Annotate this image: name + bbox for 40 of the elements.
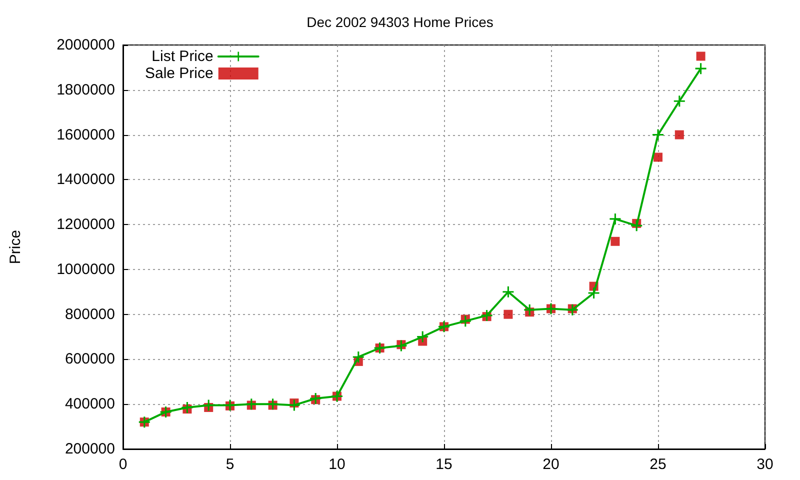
y-tick-label: 1400000 <box>56 171 115 188</box>
y-tick-label: 1600000 <box>56 126 115 144</box>
x-tick-label: 20 <box>542 456 560 473</box>
y-tick-label: 800000 <box>64 306 115 323</box>
point <box>610 213 621 224</box>
y-tick-label: 1000000 <box>56 260 115 278</box>
point <box>352 351 364 362</box>
x-tick-label: 5 <box>226 456 234 473</box>
legend-label: List Price <box>152 48 214 65</box>
point <box>588 288 600 299</box>
point <box>504 310 513 319</box>
y-tick-label: 2000000 <box>56 36 115 54</box>
point <box>481 310 492 321</box>
x-tick-label: 25 <box>650 456 666 473</box>
point <box>654 152 662 162</box>
point <box>182 402 193 413</box>
point <box>674 96 685 107</box>
y-tick-label: 1200000 <box>56 216 115 234</box>
point <box>696 52 706 61</box>
x-tick-label: 10 <box>328 456 346 473</box>
point <box>502 286 514 298</box>
point <box>460 316 471 327</box>
point <box>288 400 300 411</box>
y-tick-label: 600000 <box>64 350 115 368</box>
point <box>610 236 620 246</box>
x-tick-label: 15 <box>436 456 452 473</box>
point <box>631 220 642 232</box>
point <box>524 304 536 316</box>
y-tick-label: 200000 <box>64 440 115 458</box>
point <box>674 130 684 140</box>
y-axis-title: Price <box>7 230 24 264</box>
point <box>695 63 706 74</box>
x-tick-label: 30 <box>756 456 774 473</box>
point <box>417 331 428 342</box>
y-tick-label: 1800000 <box>56 81 115 98</box>
legend-label: Sale Price <box>144 65 214 82</box>
point <box>652 129 664 140</box>
x-tick-label: 0 <box>118 456 128 473</box>
chart-title: Dec 2002 94303 Home Prices <box>306 14 494 30</box>
y-tick-label: 400000 <box>64 396 115 413</box>
